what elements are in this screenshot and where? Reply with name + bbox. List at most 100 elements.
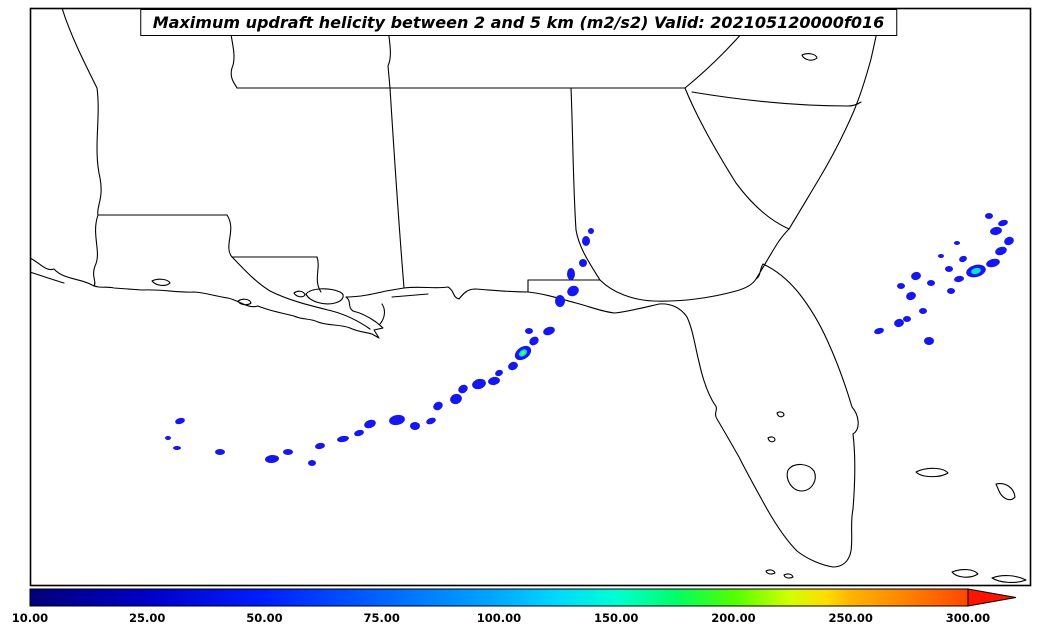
helicity-blob [947,288,955,294]
helicity-blob [945,266,953,272]
lake-or-island-outline [801,53,818,61]
helicity-blob [315,442,325,450]
helicity-blob [173,446,181,450]
colorbar-tick-label: 25.00 [129,611,165,625]
helicity-blob [927,280,935,286]
colorbar-tick-label: 10.00 [12,611,48,625]
lake-or-island-outline [305,288,344,305]
helicity-blob [165,436,171,440]
helicity-blob [874,327,884,335]
helicity-blob [954,275,964,283]
helicity-blob [894,318,904,328]
helicity-blob [985,213,993,219]
lake-or-island-outline [776,411,785,418]
lake-or-island-outline [991,575,1027,583]
lake-or-island-outline [379,303,385,325]
helicity-blob [1004,236,1014,246]
colorbar-arrow [967,588,1017,607]
state-border-path [599,278,757,302]
colorbar [29,588,969,607]
state-border-path [96,87,102,216]
colorbar-tick-label: 100.00 [477,611,521,625]
helicity-blob [364,419,376,429]
helicity-blob [215,449,225,455]
plot-title: Maximum updraft helicity between 2 and 5… [139,9,898,36]
helicity-blob [433,401,443,411]
colorbar-tick-label: 50.00 [246,611,282,625]
state-border-path [61,8,98,89]
helicity-blob [906,291,916,301]
helicity-blob [543,326,555,336]
colorbar-tick-label: 250.00 [829,611,873,625]
lake-or-island-outline [915,467,949,478]
lake-or-island-outline [237,298,252,306]
state-border-path [527,279,601,293]
helicity-blob [308,460,316,466]
colorbar-tick-label: 200.00 [711,611,755,625]
helicity-blob [582,236,590,246]
helicity-blob [472,378,486,390]
colorbar-tick-label: 75.00 [364,611,400,625]
lake-or-island-outline [151,278,171,286]
coastline-path [30,8,882,568]
state-border-path [226,214,233,258]
lake-or-island-outline [767,436,776,443]
helicity-blob [954,241,960,245]
lake-or-island-outline [786,463,816,492]
lake-or-island-outline [391,293,429,298]
colorbar-tick-label: 300.00 [946,611,990,625]
colorbar-tick-labels: 10.00 25.00 50.00 75.00 100.00 150.00 200.00 25… [12,611,990,625]
helicity-blob [579,259,587,267]
helicity-blob [966,264,986,278]
helicity-blob [919,308,927,314]
helicity-blob [265,454,279,464]
lake-or-island-outline [293,290,306,298]
helicity-blob [426,417,436,425]
lake-or-island-outline [765,569,776,575]
helicity-blob [567,285,579,297]
helicity-blob [938,254,944,258]
state-border-path [684,87,790,230]
helicity-blob [995,246,1007,256]
helicity-blob [986,258,1000,268]
lake-or-island-outline [951,569,979,578]
helicity-blob [911,271,921,281]
helicity-blob [458,384,468,394]
helicity-blob [514,345,532,361]
basemap-layer [30,8,1027,583]
helicity-blob [495,369,503,377]
state-border-path [316,256,322,293]
state-border-path [691,91,862,107]
state-border-path [570,87,601,281]
helicity-blob [410,422,420,430]
helicity-blob [990,226,1002,236]
helicity-blob [555,295,565,307]
helicity-blob [488,376,500,386]
lake-or-island-outline [995,483,1016,501]
helicity-blob [389,414,405,426]
colorbar-tick-label: 150.00 [594,611,638,625]
lake-or-island-outline [783,573,794,579]
helicity-blob [998,219,1008,227]
helicity-blob [588,228,594,234]
helicity-blob [903,316,911,322]
helicity-blob [337,435,349,443]
helicity-blob [283,449,293,455]
helicity-blob [924,337,934,345]
helicity-blob-layer [165,213,1014,466]
helicity-blob [175,417,185,425]
helicity-blob [959,255,967,263]
helicity-blob [897,283,905,289]
state-border-path [231,256,371,330]
helicity-blob [529,336,539,346]
lake-or-island-outline [30,271,65,284]
helicity-blob [567,268,575,280]
state-border-path [93,214,99,287]
helicity-blob [508,361,518,371]
map-frame [29,7,1032,587]
helicity-blob [450,393,462,405]
helicity-blob [354,429,364,437]
helicity-blob [525,328,533,334]
